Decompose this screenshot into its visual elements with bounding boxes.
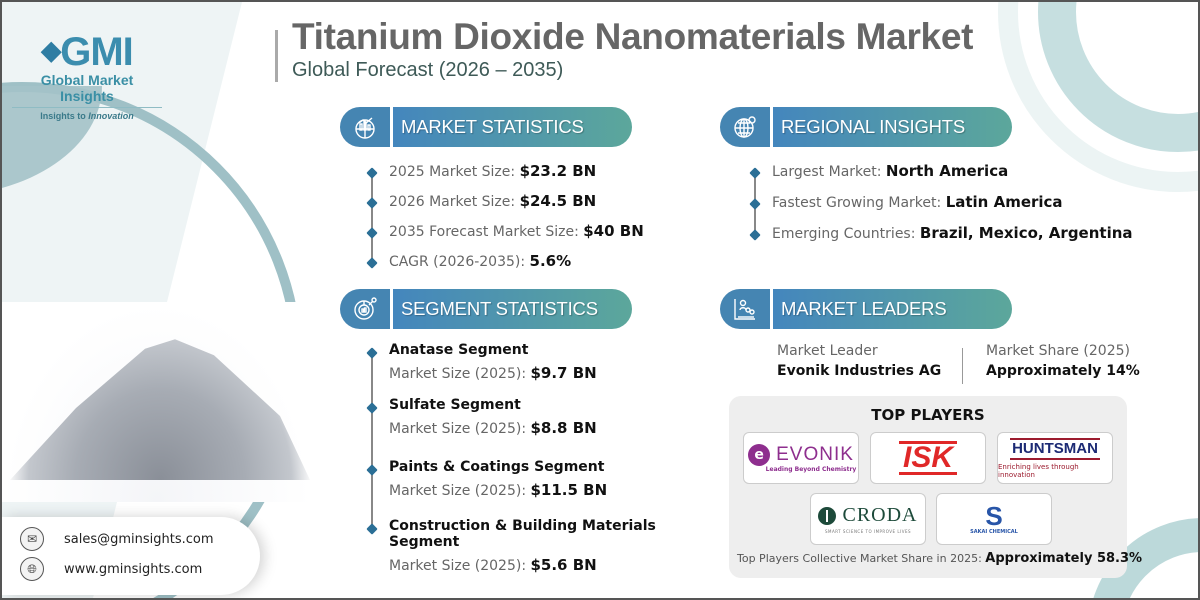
segment-item: Sulfate Segment Market Size (2025): $8.8… [367, 397, 656, 459]
sakai-swoosh-icon: S [985, 501, 1003, 531]
stat-item: 2025 Market Size: $23.2 BN [367, 162, 644, 192]
gmi-logo: ◆GMI Global Market Insights Insights to … [12, 30, 162, 121]
top-players-panel: TOP PLAYERS e EVONIK Leading Beyond Chemi… [729, 396, 1142, 578]
region-item: Emerging Countries: Brazil, Mexico, Arge… [750, 224, 1133, 255]
croda-mark-icon [818, 506, 837, 525]
evonik-logo: e EVONIK Leading Beyond Chemistry [743, 432, 859, 484]
segment-statistics-list: Anatase Segment Market Size (2025): $9.7… [367, 342, 656, 588]
regional-insights-list: Largest Market: North America Fastest Gr… [750, 162, 1133, 255]
market-statistics-list: 2025 Market Size: $23.2 BN 2026 Market S… [367, 162, 644, 282]
stat-item: 2026 Market Size: $24.5 BN [367, 192, 644, 222]
segment-statistics-header: SEGMENT STATISTICS [340, 289, 632, 329]
sakai-chemical-logo: S SAKAI CHEMICAL [936, 493, 1052, 545]
isk-logo: ISK [870, 432, 986, 484]
market-statistics-header: MARKET STATISTICS [340, 107, 632, 147]
envelope-icon: ✉ [20, 527, 44, 551]
segment-item: Construction & Building Materials Segmen… [367, 518, 656, 588]
segment-item: Anatase Segment Market Size (2025): $9.7… [367, 342, 656, 397]
divider [962, 348, 963, 384]
people-chart-icon [720, 289, 770, 329]
huntsman-logo: HUNTSMAN Enriching lives through innovat… [997, 432, 1113, 484]
globe-chart-icon [340, 107, 390, 147]
stat-item: 2035 Forecast Market Size: $40 BN [367, 222, 644, 252]
stat-item: CAGR (2026-2035): 5.6% [367, 252, 644, 282]
diamond-icon: ◆ [41, 35, 61, 65]
market-leader: Market Leader Evonik Industries AG [777, 343, 942, 379]
segment-item: Paints & Coatings Segment Market Size (2… [367, 459, 656, 518]
market-share: Market Share (2025) Approximately 14% [986, 343, 1140, 379]
website-contact[interactable]: 🌐︎ www.gminsights.com [20, 557, 202, 581]
contact-panel: ✉ sales@gminsights.com 🌐︎ www.gminsights… [2, 517, 260, 595]
globe-icon: 🌐︎ [20, 557, 44, 581]
regional-insights-header: REGIONAL INSIGHTS [720, 107, 1012, 147]
page-title: Titanium Dioxide Nanomaterials Market [292, 16, 974, 57]
croda-logo: CRODA SMART SCIENCE TO IMPROVE LIVES [810, 493, 926, 545]
region-item: Fastest Growing Market: Latin America [750, 193, 1133, 224]
brand-name: Global Market Insights [12, 72, 162, 108]
email-contact[interactable]: ✉ sales@gminsights.com [20, 527, 214, 551]
globe-pin-icon [720, 107, 770, 147]
title-accent-bar [275, 30, 278, 82]
brand-tagline: Insights to Innovation [40, 111, 134, 121]
evonik-mark-icon: e [748, 443, 771, 466]
market-leaders-header: MARKET LEADERS [720, 289, 1012, 329]
region-item: Largest Market: North America [750, 162, 1133, 193]
collective-share: Top Players Collective Market Share in 2… [737, 551, 1143, 566]
pie-chart-icon [340, 289, 390, 329]
page-subtitle: Global Forecast (2026 – 2035) [292, 59, 564, 81]
